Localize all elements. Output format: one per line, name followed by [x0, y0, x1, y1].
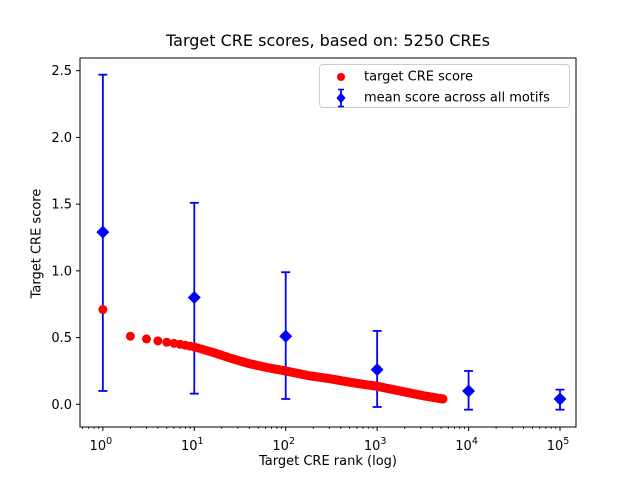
legend-item-mean-score: mean score across all motifs	[320, 87, 569, 108]
x-tick-label: 103	[364, 436, 387, 454]
target-score-point	[438, 394, 448, 404]
mean-score-diamond	[462, 384, 476, 398]
mean-score-diamond	[96, 225, 110, 239]
mean-score-diamond	[187, 291, 201, 305]
y-tick-label: 2.0	[51, 131, 72, 146]
x-tick-label: 101	[181, 436, 204, 454]
y-tick-label: 1.5	[51, 198, 72, 213]
y-tick-label: 2.5	[51, 64, 72, 79]
x-axis-label: Target CRE rank (log)	[259, 454, 397, 469]
y-tick-label: 0.0	[51, 398, 72, 413]
x-tick-label: 105	[547, 436, 570, 454]
legend-label: target CRE score	[364, 69, 474, 84]
blue-diamond-errorbar-marker-icon	[334, 88, 348, 108]
mean-score-diamond	[553, 392, 567, 406]
x-tick-label: 100	[90, 436, 113, 454]
target-score-point	[98, 305, 108, 315]
x-tick-label: 102	[272, 436, 295, 454]
mean-score-diamond	[279, 329, 293, 343]
y-tick-label: 1.0	[51, 264, 72, 279]
plot-frame	[79, 57, 577, 428]
chart-title: Target CRE scores, based on: 5250 CREs	[166, 31, 490, 50]
target-score-point	[141, 334, 151, 344]
target-score-point	[125, 331, 135, 341]
target-score-point	[162, 337, 172, 347]
mean-score-diamond	[370, 363, 384, 377]
red-circle-marker-icon	[335, 71, 347, 83]
legend: target CRE score mean score across all m…	[319, 64, 570, 108]
y-axis-label: Target CRE score	[29, 188, 45, 299]
legend-label: mean score across all motifs	[364, 90, 550, 105]
x-tick-label: 104	[455, 436, 478, 454]
y-tick-label: 0.5	[51, 331, 72, 346]
legend-item-target-cre-score: target CRE score	[320, 66, 569, 87]
target-score-point	[153, 336, 163, 346]
